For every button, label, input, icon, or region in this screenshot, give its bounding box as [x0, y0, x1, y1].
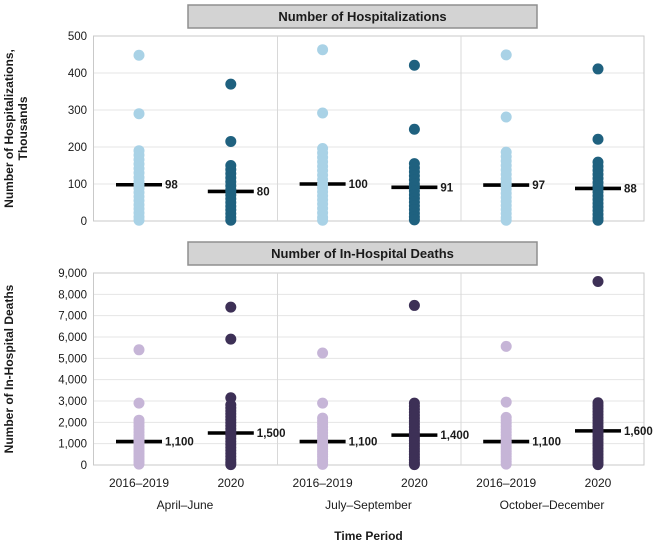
data-point	[133, 49, 145, 61]
x-tick-period-label: 2016–2019	[476, 476, 536, 490]
data-point	[500, 458, 512, 470]
y-tick-label: 6,000	[58, 332, 87, 344]
data-point	[408, 59, 420, 71]
plot-border	[93, 272, 645, 466]
y-tick-label: 300	[68, 105, 87, 117]
y-tick-label: 100	[68, 179, 87, 191]
y-tick-label: 0	[81, 460, 87, 472]
data-point	[133, 458, 145, 470]
y-tick-label: 200	[68, 142, 87, 154]
median-value-label: 97	[532, 180, 545, 192]
median-value-label: 88	[624, 183, 637, 195]
x-tick-period-label: 2016–2019	[109, 476, 169, 490]
data-point	[133, 397, 145, 409]
median-value-label: 1,500	[257, 428, 286, 440]
data-point	[592, 133, 604, 145]
panel-deaths: Number of In-Hospital Deaths Number of I…	[2, 241, 653, 472]
data-point	[317, 44, 329, 56]
data-point	[408, 459, 420, 471]
median-value-label: 1,400	[440, 430, 469, 442]
data-point	[225, 214, 237, 226]
y-axis-title-hospitalizations-line2: Thousands	[16, 96, 30, 160]
y-tick-label: 3,000	[58, 396, 87, 408]
x-tick-quarter-label: April–June	[157, 498, 214, 512]
plot-area-hospitalizations: 500 400 300 200 100 0 98 80 100 91 97 88	[68, 31, 645, 228]
y-tick-label: 8,000	[58, 289, 87, 301]
data-point	[592, 214, 604, 226]
panel-header-box	[187, 4, 538, 29]
median-value-label: 91	[440, 182, 453, 194]
data-point	[317, 107, 329, 119]
x-tick-period-label: 2020	[217, 476, 244, 490]
median-value-label: 1,600	[624, 426, 653, 438]
y-tick-label: 400	[68, 68, 87, 80]
data-point	[592, 459, 604, 471]
data-point	[133, 344, 145, 356]
data-point	[225, 459, 237, 471]
y-axis-title-deaths: Number of In-Hospital Deaths	[2, 284, 16, 453]
x-tick-period-label: 2020	[401, 476, 428, 490]
plot-border	[93, 35, 645, 222]
data-point	[317, 347, 329, 359]
median-value-label: 1,100	[349, 437, 378, 449]
x-axis-title: Time Period	[334, 529, 402, 543]
data-point	[500, 396, 512, 408]
y-tick-label: 500	[68, 31, 87, 43]
data-point	[500, 49, 512, 61]
data-point	[408, 299, 420, 311]
x-tick-quarter-label: July–September	[325, 498, 412, 512]
panel-title-deaths: Number of In-Hospital Deaths	[271, 246, 454, 261]
y-tick-label: 0	[81, 216, 87, 228]
data-point	[592, 63, 604, 75]
data-point	[225, 333, 237, 345]
data-point	[408, 214, 420, 226]
panel-header-box	[187, 241, 538, 266]
y-tick-label: 4,000	[58, 375, 87, 387]
y-tick-label: 1,000	[58, 439, 87, 451]
data-point	[500, 340, 512, 352]
median-value-label: 98	[165, 180, 178, 192]
median-value-label: 80	[257, 186, 270, 198]
data-point	[408, 123, 420, 135]
y-axis-title-hospitalizations-line1: Number of Hospitalizations,	[2, 49, 16, 208]
y-tick-label: 5,000	[58, 353, 87, 365]
panel-title-hospitalizations: Number of Hospitalizations	[278, 9, 446, 24]
data-point	[225, 135, 237, 147]
y-tick-label: 7,000	[58, 311, 87, 323]
y-tick-label: 2,000	[58, 417, 87, 429]
median-value-label: 1,100	[165, 437, 194, 449]
data-point	[317, 397, 329, 409]
data-point	[225, 78, 237, 90]
data-point	[225, 301, 237, 313]
data-point	[317, 458, 329, 470]
plot-area-deaths: 9,000 8,000 7,000 6,000 5,000 4,000 3,000 2,000…	[58, 268, 653, 472]
data-point	[500, 111, 512, 123]
x-tick-period-label: 2016–2019	[293, 476, 353, 490]
x-tick-period-label: 2020	[585, 476, 612, 490]
data-point	[317, 214, 329, 226]
data-point	[500, 214, 512, 226]
y-tick-label: 9,000	[58, 268, 87, 280]
data-point	[133, 214, 145, 226]
median-value-label: 100	[349, 179, 368, 191]
x-tick-quarter-label: October–December	[500, 498, 605, 512]
panel-hospitalizations: Number of Hospitalizations Number of Hos…	[2, 4, 645, 228]
data-point	[592, 276, 604, 288]
data-point	[133, 108, 145, 120]
x-axis: 2016–2019 2020 2016–2019 2020 2016–2019 2020A…	[109, 476, 612, 512]
median-value-label: 1,100	[532, 437, 561, 449]
